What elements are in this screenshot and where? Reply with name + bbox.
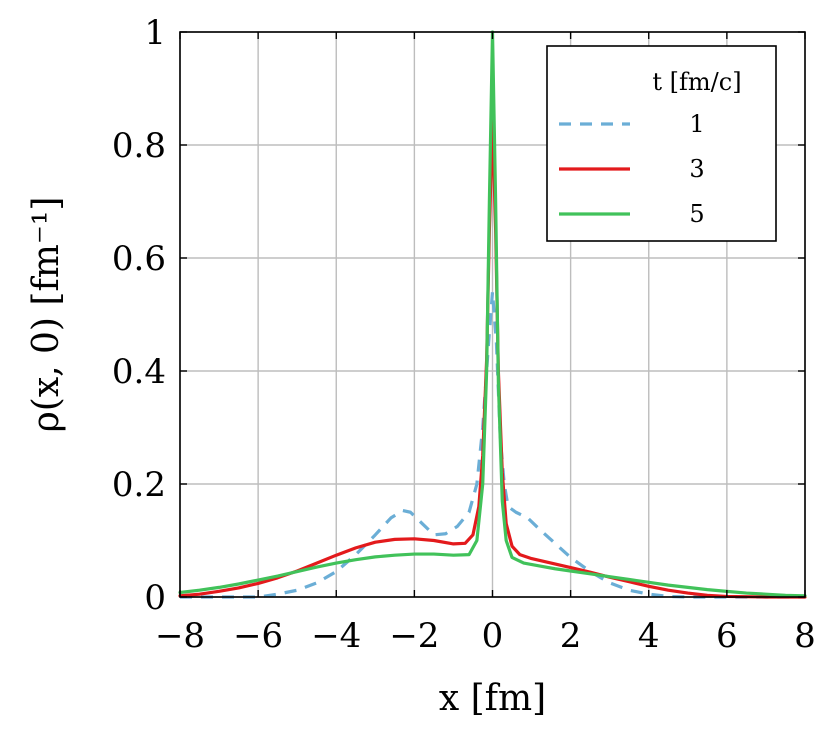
x-tick-label: −6 bbox=[233, 616, 283, 656]
legend-box bbox=[546, 45, 777, 242]
y-tick-label: 0.4 bbox=[112, 352, 166, 392]
y-tick-label: 0.8 bbox=[112, 126, 166, 166]
x-tick-label: 6 bbox=[716, 616, 738, 656]
series-layer bbox=[178, 30, 807, 599]
y-tick-label: 0.2 bbox=[112, 465, 166, 505]
x-tick-label: 8 bbox=[794, 616, 816, 656]
ticks: −8 −6 −4 −2 0 2 4 6 8 0 0.2 0.4 0.6 0.8 1 bbox=[112, 13, 816, 656]
y-axis-label: ρ(x, 0) [fm⁻¹] bbox=[26, 197, 67, 433]
x-tick-label: 2 bbox=[560, 616, 582, 656]
series-line-5 bbox=[178, 30, 807, 598]
y-tick-label: 0.6 bbox=[112, 239, 166, 279]
x-tick-label: −2 bbox=[389, 616, 439, 656]
legend: t [fm/c] 1 3 5 bbox=[546, 45, 777, 242]
legend-title: t [fm/c] bbox=[652, 68, 741, 96]
y-tick-label: 0 bbox=[144, 578, 166, 618]
legend-label-1: 1 bbox=[689, 110, 704, 138]
legend-label-3: 3 bbox=[689, 155, 704, 183]
x-tick-label: 4 bbox=[638, 616, 660, 656]
x-tick-label: −4 bbox=[311, 616, 361, 656]
x-tick-label: −8 bbox=[155, 616, 205, 656]
legend-label-5: 5 bbox=[689, 200, 704, 228]
x-axis-label: x [fm] bbox=[439, 678, 546, 719]
x-tick-label: 0 bbox=[482, 616, 504, 656]
y-tick-label: 1 bbox=[144, 13, 166, 53]
